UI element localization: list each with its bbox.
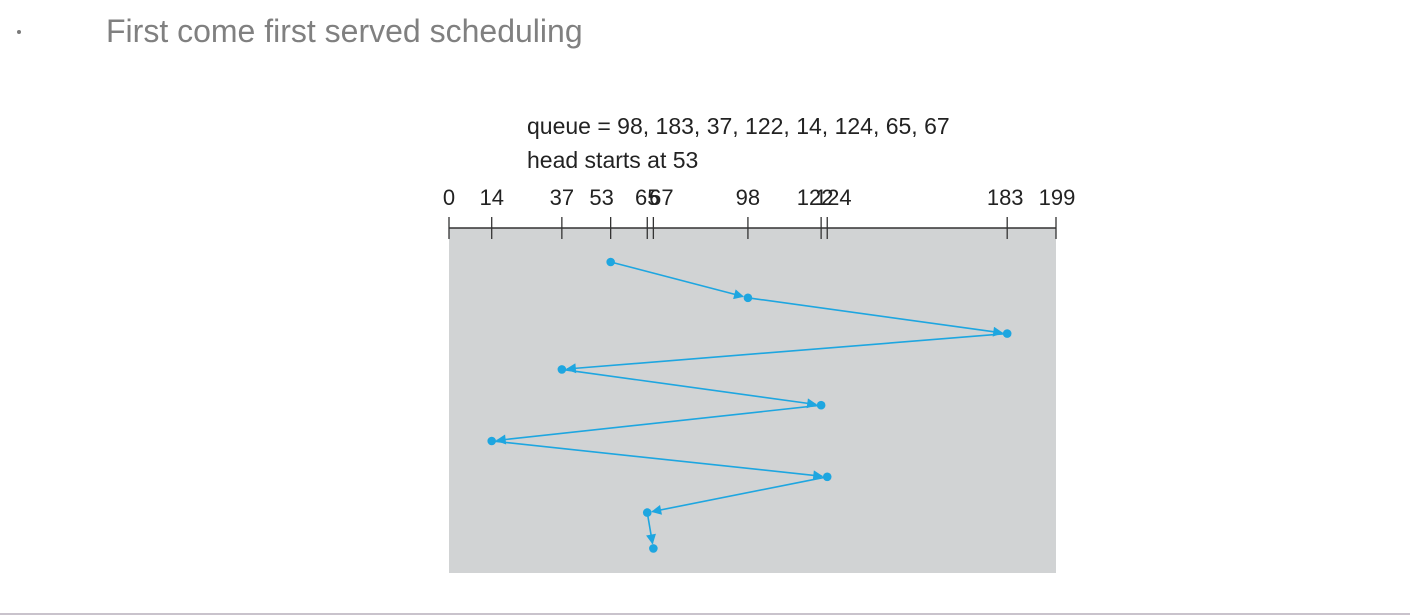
path-segment-arrow (491, 440, 824, 481)
path-segment-arrow (561, 368, 818, 409)
axis-tick-label: 124 (815, 185, 852, 210)
request-point (1002, 329, 1012, 338)
request-point (487, 436, 497, 446)
path-segment-arrow (747, 297, 1004, 337)
request-point (822, 472, 832, 482)
axis-tick-label: 0 (443, 185, 455, 210)
request-point (649, 544, 658, 553)
bullet-dot (17, 30, 21, 34)
head-start-label: head starts at 53 (527, 147, 698, 173)
path-segment-arrow (565, 332, 1008, 374)
axis-tick-label: 67 (649, 185, 673, 210)
request-point (606, 257, 615, 267)
axis-tick-label: 65 (635, 185, 659, 210)
axis-tick-label: 98 (736, 185, 760, 210)
request-point (743, 293, 753, 303)
axis-tick-label: 37 (550, 185, 574, 210)
path-segment-arrow (610, 261, 745, 300)
queue-label: queue = 98, 183, 37, 122, 14, 124, 65, 6… (527, 113, 950, 139)
axis-tick-label: 53 (589, 185, 613, 210)
path-segment-arrow (646, 512, 656, 545)
request-point (557, 365, 567, 374)
axis-ticks (448, 217, 1057, 239)
plot-area (449, 228, 1056, 573)
axis-tick-label: 122 (797, 185, 834, 210)
axis-tick-label: 199 (1039, 185, 1076, 210)
path-segment-arrow (651, 476, 828, 515)
axis-tick-label: 14 (479, 185, 503, 210)
head-movement-path (487, 257, 1012, 553)
request-point (816, 400, 826, 410)
request-point (642, 508, 652, 517)
slide-bottom-rule (0, 613, 1410, 615)
slide-heading: First come first served scheduling (106, 13, 583, 49)
axis-tick-label: 183 (987, 185, 1024, 210)
path-segment-arrow (495, 404, 822, 445)
